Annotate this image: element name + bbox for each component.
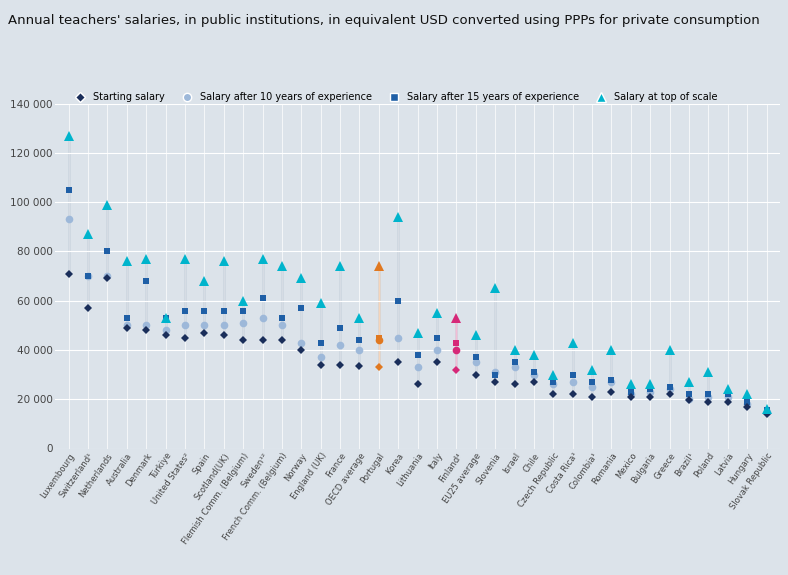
Legend: Starting salary, Salary after 10 years of experience, Salary after 15 years of e: Starting salary, Salary after 10 years o…	[66, 88, 722, 106]
Text: Annual teachers' salaries, in public institutions, in equivalent USD converted u: Annual teachers' salaries, in public ins…	[8, 14, 760, 28]
